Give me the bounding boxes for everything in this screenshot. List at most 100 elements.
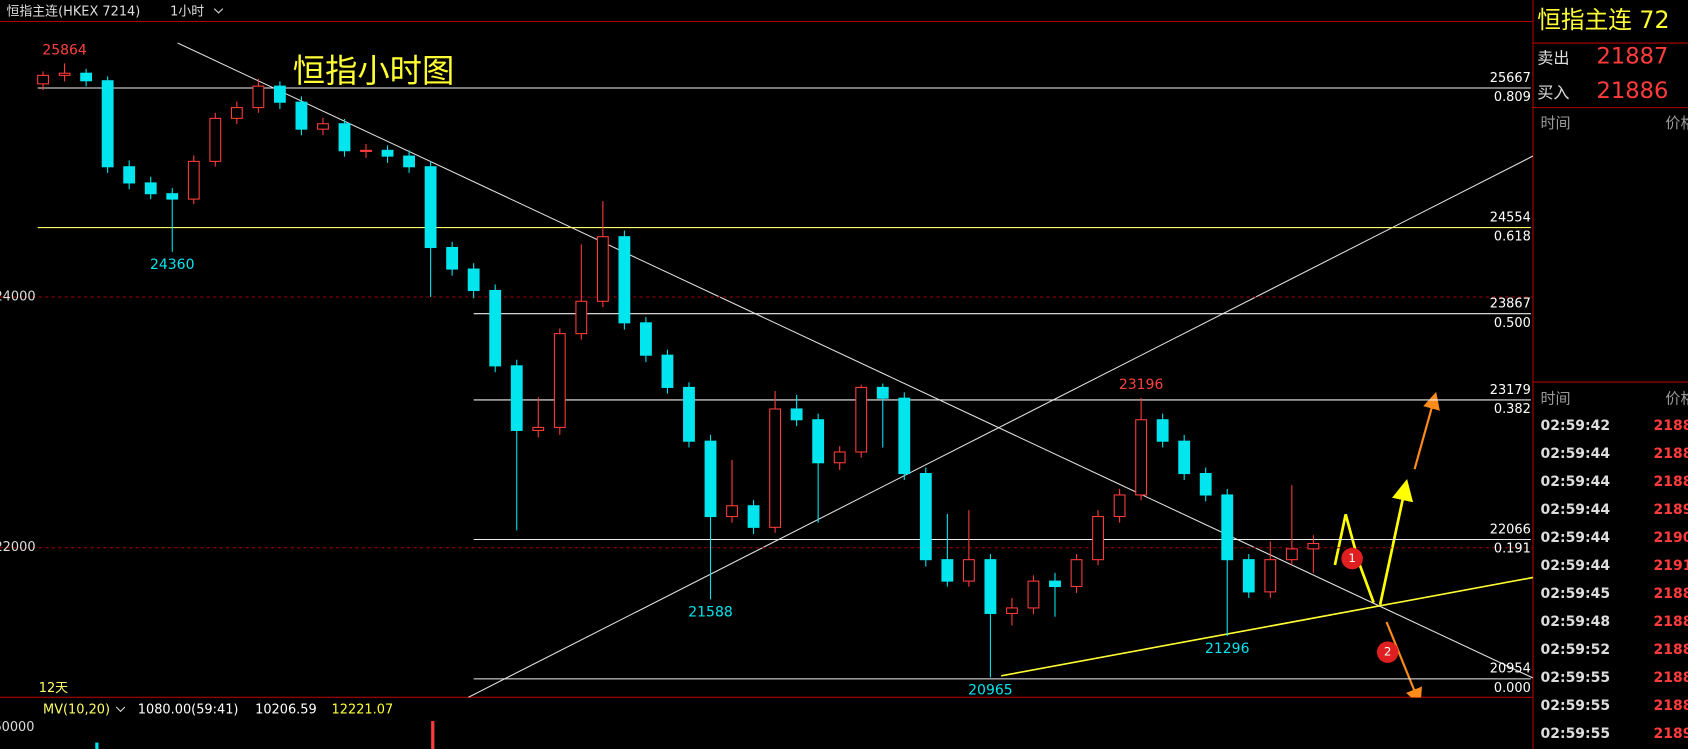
marker-label: 2: [1384, 645, 1392, 659]
candle-body: [252, 85, 265, 109]
fib-price: 25667: [1490, 71, 1531, 86]
candle-body: [726, 505, 738, 518]
candle-body: [1264, 559, 1277, 593]
trade-price: 2188: [1654, 614, 1688, 630]
candle-body: [58, 72, 71, 76]
trade-time: 02:59:55: [1541, 698, 1611, 714]
fib-ratio: 0.618: [1494, 230, 1531, 245]
fib-ratio: 0.191: [1494, 542, 1531, 557]
column-header: 时间: [1541, 390, 1571, 408]
column-header: 价格: [1665, 114, 1688, 132]
candle-body: [1070, 559, 1083, 588]
trade-time: 02:59:44: [1541, 474, 1611, 490]
column-header: 价格: [1665, 390, 1688, 408]
candle-body: [338, 123, 351, 152]
candle-body: [144, 182, 157, 195]
candle-body: [101, 80, 114, 168]
fib-price: 20954: [1490, 662, 1531, 677]
dropdown-icon[interactable]: [213, 8, 224, 14]
extreme-label: 23196: [1119, 377, 1164, 393]
trade-price: 2191: [1654, 558, 1688, 574]
candle-body: [317, 123, 329, 130]
candle-body: [553, 333, 566, 428]
fib-price: 24554: [1490, 210, 1531, 225]
candle-body: [1113, 494, 1126, 518]
candle-body: [1006, 607, 1018, 614]
quote-title: 恒指主连 72: [1537, 6, 1669, 34]
column-header: 时间: [1541, 114, 1571, 132]
candle-body: [747, 505, 760, 528]
candle-body: [403, 155, 416, 168]
candle-body: [984, 559, 997, 614]
extreme-label: 21296: [1205, 641, 1250, 657]
trend-line: [468, 155, 1533, 698]
dropdown-icon[interactable]: [115, 706, 126, 713]
candle-body: [1092, 516, 1104, 561]
ask-label: 卖出: [1537, 49, 1569, 68]
fib-ratio: 0.500: [1494, 316, 1531, 331]
candle-body: [876, 386, 889, 399]
candle-body: [1178, 440, 1191, 475]
trade-time: 02:59:44: [1541, 530, 1611, 546]
candle-body: [639, 322, 652, 356]
extreme-label: 24360: [150, 257, 195, 273]
candle-body: [1049, 580, 1061, 588]
candle-body: [467, 268, 480, 292]
extreme-label: 20965: [968, 682, 1013, 698]
candle-body: [360, 149, 372, 152]
candle-body: [1285, 548, 1298, 561]
candle-body: [209, 117, 222, 162]
plot: 1 2: [0, 42, 1533, 698]
trade-price: 2189: [1654, 726, 1688, 742]
candle-body: [446, 246, 459, 270]
quote-panel: 恒指主连 72 卖出 21887 买入 21886 时间 价格 时间 价格 02…: [1537, 6, 1688, 742]
marker-circle: [1341, 547, 1363, 570]
candle-body: [661, 354, 674, 388]
candle-body: [812, 419, 825, 464]
candle-body: [295, 101, 308, 130]
candle-body: [424, 166, 437, 249]
trend-line: [177, 42, 1533, 679]
candle-body: [37, 74, 49, 85]
indicator-name[interactable]: MV(10,20): [43, 703, 110, 718]
marker-label: 1: [1348, 551, 1356, 565]
candle-body: [769, 408, 782, 528]
interval[interactable]: 1小时: [170, 4, 204, 19]
candle-body: [683, 386, 695, 442]
y-tick-label: 24000: [0, 290, 36, 305]
symbol[interactable]: 恒指主连(HKEX 7214): [6, 3, 140, 19]
candle-body: [273, 85, 286, 103]
trade-price: 2188: [1654, 474, 1688, 490]
trade-price: 2188: [1654, 586, 1688, 602]
candle-body: [618, 236, 631, 324]
trade-time: 02:59:55: [1541, 670, 1611, 686]
candle-body: [596, 236, 609, 302]
candle-body: [230, 107, 243, 119]
y-tick-label: 22000: [0, 540, 36, 555]
support-line: [1001, 576, 1533, 677]
candle-body: [1156, 419, 1169, 442]
trade-time: 02:59:42: [1541, 418, 1611, 434]
trade-price: 2188: [1654, 642, 1688, 658]
candle-body: [1027, 580, 1040, 609]
bid-label: 买入: [1537, 83, 1569, 102]
candle-body: [187, 160, 200, 200]
trade-price: 2188: [1654, 698, 1688, 714]
extreme-label: 25864: [42, 42, 87, 58]
trade-time: 02:59:52: [1541, 642, 1611, 658]
candle-body: [575, 300, 588, 335]
chart-title: 恒指小时图: [293, 52, 454, 90]
trade-time: 02:59:48: [1541, 614, 1611, 630]
scenario-arrow: [1413, 391, 1440, 470]
trade-price: 2189: [1654, 502, 1688, 518]
candle-body: [1135, 419, 1148, 496]
extreme-label: 21588: [688, 604, 733, 620]
trade-time: 02:59:45: [1541, 586, 1611, 602]
trade-price: 2188: [1654, 670, 1688, 686]
candle-body: [833, 451, 846, 464]
fib-ratio: 0.809: [1494, 90, 1531, 105]
candle-body: [381, 149, 394, 157]
trade-list: 02:59:42 2188 02:59:44 2188 02:59:44 2188 02:5…: [1541, 418, 1688, 742]
